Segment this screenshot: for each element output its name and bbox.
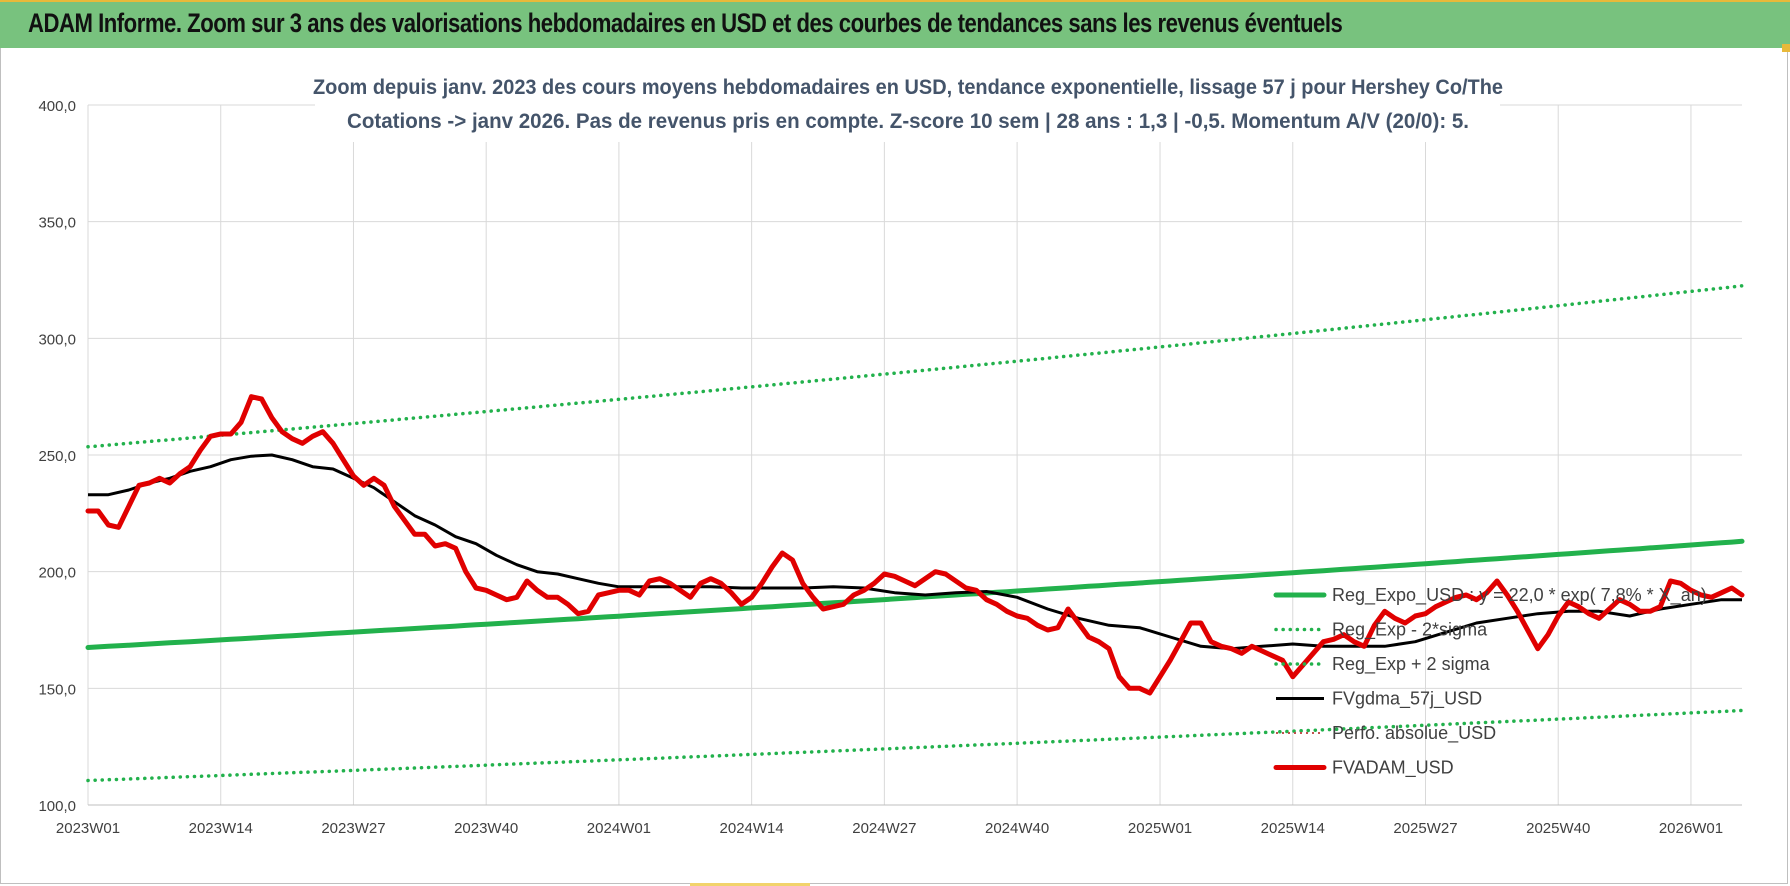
- series-line-fvgdma-57j-usd: [88, 453, 1742, 651]
- y-tick-label: 200,0: [38, 565, 76, 582]
- bottom-accent: [690, 883, 810, 886]
- chart-series: [85, 284, 1745, 783]
- chart-legend[interactable]: Reg_Expo_USD : y = 22,0 * exp( 7,8% * X_…: [1273, 585, 1707, 779]
- chart-frame: [0, 48, 1788, 884]
- x-tick-label: 2024W01: [587, 820, 651, 837]
- legend-label-fvgdma-57j-usd[interactable]: FVgdma_57j_USD: [1332, 689, 1482, 710]
- series-line-reg-exp-2-sigma: [86, 284, 1744, 449]
- legend-label-fvadam-usd[interactable]: FVADAM_USD: [1332, 758, 1454, 779]
- x-tick-label: 2024W40: [985, 820, 1049, 837]
- series-line-reg-exp-2-sigma: [86, 708, 1744, 783]
- corner-accent: [1782, 44, 1790, 52]
- chart-grid: [87, 104, 1742, 806]
- x-tick-label: 2023W40: [454, 820, 518, 837]
- x-tick-label: 2023W14: [189, 820, 253, 837]
- y-tick-label: 150,0: [38, 681, 76, 698]
- chart-title-line-2: Cotations -> janv 2026. Pas de revenus p…: [347, 110, 1469, 133]
- chart-axes: 100,0 150,0 200,0 250,0 300,0 350,0 400,0 2023W…: [38, 98, 1742, 837]
- page-header-title: ADAM Informe. Zoom sur 3 ans des valoris…: [28, 8, 1343, 38]
- y-tick-label: 100,0: [38, 798, 76, 815]
- y-tick-label: 300,0: [38, 331, 76, 348]
- x-tick-label: 2023W01: [56, 820, 120, 837]
- chart-title-line-1: Zoom depuis janv. 2023 des cours moyens …: [313, 76, 1503, 99]
- y-tick-label: 400,0: [38, 98, 76, 115]
- legend-label-reg-expo-usd-y-22-0-exp-7-8-x-an[interactable]: Reg_Expo_USD : y = 22,0 * exp( 7,8% * X_…: [1332, 585, 1707, 606]
- series-line-fvadam-usd: [85, 394, 1745, 696]
- x-tick-label: 2025W14: [1261, 820, 1325, 837]
- series-line-reg-expo-usd-y-22-0-exp-7-8-x-an: [85, 538, 1745, 650]
- x-tick-label: 2025W40: [1526, 820, 1590, 837]
- chart-title-background: [315, 68, 1500, 142]
- page-header: ADAM Informe. Zoom sur 3 ans des valoris…: [0, 0, 1790, 48]
- chart-title: Zoom depuis janv. 2023 des cours moyens …: [313, 68, 1503, 142]
- legend-label-reg-exp-2-sigma[interactable]: Reg_Exp + 2 sigma: [1332, 654, 1491, 675]
- x-tick-label: 2025W27: [1393, 820, 1457, 837]
- x-tick-label: 2023W27: [321, 820, 385, 837]
- y-tick-label: 250,0: [38, 448, 76, 465]
- y-tick-label: 350,0: [38, 215, 76, 232]
- x-tick-label: 2024W14: [720, 820, 784, 837]
- x-tick-label: 2024W27: [852, 820, 916, 837]
- x-tick-label: 2026W01: [1659, 820, 1723, 837]
- legend-label-perfo-absolue-usd[interactable]: Perfo. absolue_USD: [1332, 723, 1496, 744]
- legend-label-reg-exp-2-sigma[interactable]: Reg_Exp - 2*sigma: [1332, 620, 1488, 641]
- x-tick-label: 2025W01: [1128, 820, 1192, 837]
